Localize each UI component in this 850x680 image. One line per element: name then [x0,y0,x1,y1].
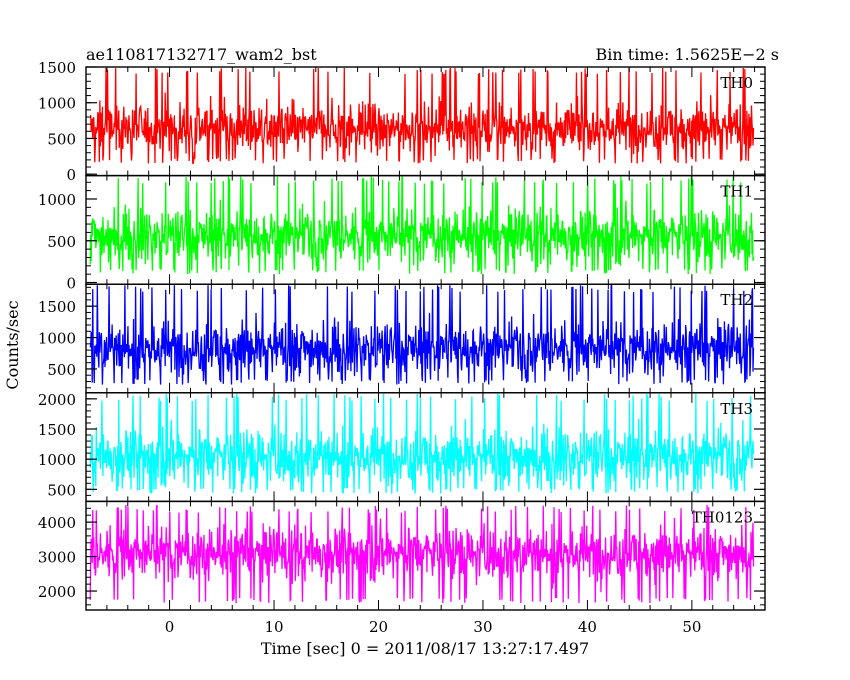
y-tick-label: 1500 [38,421,76,439]
y-tick-label: 4000 [38,514,76,532]
panel-frame-th0123 [85,500,766,611]
x-tick-label: 20 [369,618,388,636]
y-tick-label: 0 [66,166,76,184]
y-tick-label: 0 [66,275,76,293]
y-tick-label: 1000 [38,451,76,469]
y-tick-label: 1000 [38,191,76,209]
series-trace-th1 [89,175,755,275]
x-tick-label: 0 [165,618,175,636]
panel-label-th0123: TH0123 [692,508,753,526]
y-axis-label: Counts/sec [3,300,22,389]
y-tick-label: 1500 [38,298,76,316]
y-tick-label: 1500 [38,59,76,77]
series-trace-th0123 [89,504,755,604]
series-trace-th2 [89,283,755,385]
panel-label-th3: TH3 [720,400,753,418]
y-tick-label: 1000 [38,95,76,113]
x-tick-label: 10 [264,618,283,636]
x-tick-label: 50 [682,618,701,636]
panel-label-th1: TH1 [720,183,753,201]
x-tick-label: 30 [473,618,492,636]
y-tick-label: 500 [47,233,76,251]
x-axis-label: Time [sec] 0 = 2011/08/17 13:27:17.497 [261,639,589,658]
panel-label-th0: TH0 [720,74,753,92]
y-tick-label: 1000 [38,330,76,348]
y-tick-label: 500 [47,130,76,148]
bin-time-label: Bin time: 1.5625E−2 s [596,45,779,64]
y-tick-label: 500 [47,361,76,379]
x-tick-label: 40 [578,618,597,636]
panel-label-th2: TH2 [720,291,753,309]
y-tick-label: 2000 [38,583,76,601]
chart-title: ae110817132717_wam2_bst [86,45,317,64]
y-tick-label: 3000 [38,549,76,567]
y-tick-label: 500 [47,481,76,499]
y-tick-label: 2000 [38,391,76,409]
series-trace-th0 [90,67,755,165]
series-trace-th3 [89,393,755,494]
